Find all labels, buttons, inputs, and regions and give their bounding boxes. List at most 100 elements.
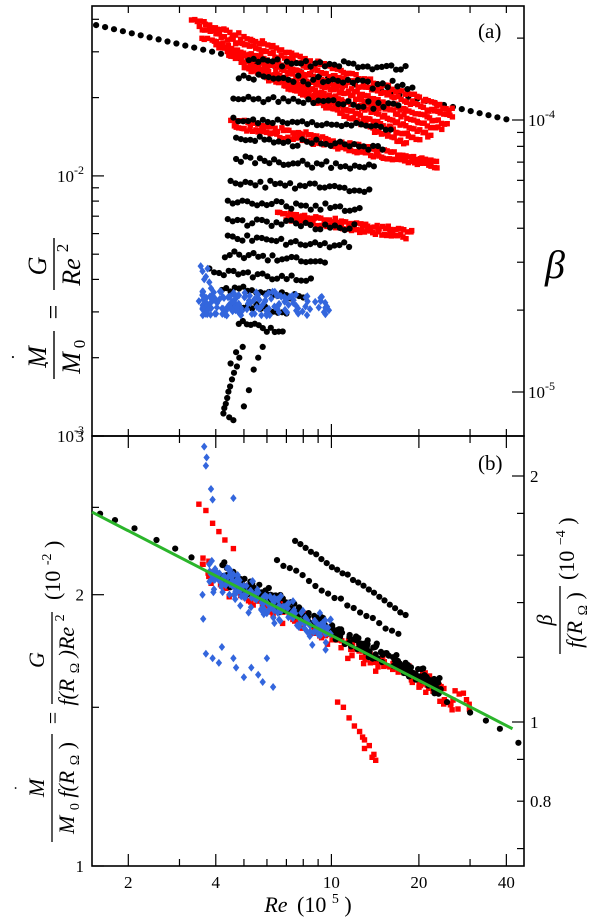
b-blue-point (248, 663, 255, 672)
b-blue-point (263, 592, 270, 601)
tick-base: 10 (528, 383, 545, 402)
b-right-tick-label: 2 (530, 467, 539, 486)
a-red-point (372, 146, 378, 152)
a-red-point (415, 101, 421, 108)
a-black-point (249, 200, 256, 207)
b-fit-line (91, 510, 514, 731)
a-red-point (408, 91, 415, 97)
a-red-point (287, 71, 293, 77)
a-red-point (410, 134, 416, 140)
a-black-point (318, 161, 325, 168)
b-black-point (515, 739, 522, 746)
a-red-point (330, 82, 337, 89)
a-black-point (337, 163, 344, 170)
a-black-point (256, 155, 263, 162)
a-black-point (327, 204, 334, 212)
a-red-point (315, 67, 321, 74)
a-red-point (270, 42, 276, 49)
a-black-point (268, 200, 275, 208)
a-red-point (391, 149, 397, 155)
b-red-point (200, 555, 206, 561)
a-red-point (227, 53, 234, 59)
a-black-point (364, 63, 371, 70)
a-black-point (310, 76, 317, 83)
a-black-ref-point (458, 106, 465, 113)
b-black-point (357, 609, 364, 616)
a-black-point (325, 97, 332, 104)
panel-a-right-axis-title: β (544, 242, 565, 287)
a-black-point (259, 252, 267, 259)
a-red-point (370, 80, 377, 86)
a-blue-point (206, 278, 213, 287)
a-red-point (404, 229, 410, 235)
b-red-point (200, 561, 206, 567)
a-red-point (232, 55, 239, 62)
a-red-point (370, 154, 376, 160)
a-red-point (277, 209, 283, 216)
b-black-point (373, 642, 380, 649)
a-red-point (409, 109, 415, 116)
a-black-point (322, 140, 329, 148)
a-red-point (201, 36, 207, 43)
a-black-point (229, 233, 236, 240)
a-black-point (275, 75, 282, 82)
a-black-point (240, 96, 247, 103)
a-black-point (355, 143, 363, 150)
a-black-point (320, 79, 327, 86)
a-red-point (411, 117, 417, 123)
a-red-point (293, 52, 300, 58)
a-red-point (232, 119, 238, 125)
a-red-point (403, 107, 409, 113)
a-black-point (322, 221, 329, 228)
a-black-point (333, 121, 340, 128)
tick-exp: -2 (74, 163, 84, 177)
a-black-ref-point (476, 110, 483, 117)
a-red-point (414, 161, 420, 168)
a-black-point (264, 57, 271, 64)
a-black-point (331, 61, 338, 68)
a-black-point (364, 78, 371, 85)
b-blue-point (247, 603, 255, 612)
panel-b-frame (91, 435, 525, 867)
a-black-point (350, 60, 357, 67)
a-black-point (307, 258, 314, 265)
a-black-point (346, 243, 353, 251)
a-black-point (255, 71, 262, 78)
a-black-point (310, 99, 317, 107)
a-red-point (214, 26, 221, 33)
a-red-point (274, 71, 280, 77)
a-black-point (297, 241, 304, 248)
b-black-point (153, 536, 160, 544)
a-black-point (274, 56, 281, 63)
a-red-point (424, 123, 430, 129)
a-red-point (409, 227, 415, 234)
a-red-point (370, 118, 376, 125)
a-red-point (289, 83, 295, 90)
a-black-point (236, 251, 243, 258)
a-red-point (235, 54, 242, 61)
a-blue-point (217, 287, 225, 296)
b-black-point (349, 576, 357, 584)
a-blue-point (285, 300, 292, 309)
a-red-point (296, 219, 302, 225)
a-black-point (292, 238, 299, 245)
a-black-point (293, 200, 300, 207)
a-red-point (434, 165, 440, 171)
b-blue-point (232, 663, 240, 672)
b-black-point (376, 593, 383, 600)
y-title-b-lhs-num: M (24, 777, 49, 798)
a-black-point (226, 252, 233, 259)
a-blue-point (322, 310, 329, 319)
a-red-point (278, 79, 285, 85)
a-black-point (262, 184, 269, 191)
a-black-point (253, 234, 260, 241)
tick-exp: -3 (74, 423, 84, 437)
a-blue-point (281, 293, 288, 301)
a-black-point (387, 126, 394, 133)
a-black-point (322, 200, 329, 207)
a-black-point (351, 187, 358, 194)
b-black-point (339, 570, 346, 577)
b-red-point (373, 668, 379, 674)
a-black-point (370, 142, 377, 149)
a-blue-point (289, 291, 296, 300)
